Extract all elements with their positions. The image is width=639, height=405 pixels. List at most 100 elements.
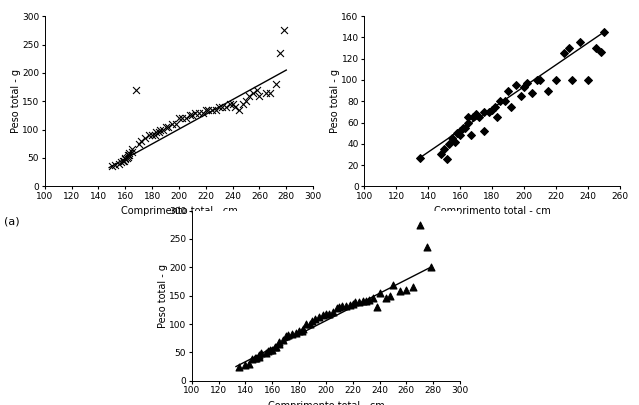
X-axis label: Comprimento total - cm: Comprimento total - cm <box>434 207 550 216</box>
Point <box>287 331 297 337</box>
Point <box>261 90 272 96</box>
Point <box>388 282 398 289</box>
Point <box>372 304 382 310</box>
Point <box>551 77 561 83</box>
Point <box>273 339 284 345</box>
Point <box>439 146 449 152</box>
Point <box>227 101 238 107</box>
Point <box>500 98 510 104</box>
Point <box>109 162 119 168</box>
Point <box>381 295 391 302</box>
Point <box>459 125 470 131</box>
Point <box>230 104 240 110</box>
Point <box>535 77 545 83</box>
Point <box>301 321 311 327</box>
Point <box>564 45 574 51</box>
Point <box>273 341 284 347</box>
Text: (a): (a) <box>4 217 20 227</box>
Point <box>261 350 271 357</box>
Point <box>150 132 160 139</box>
Point <box>487 107 497 113</box>
Point <box>248 90 258 96</box>
Point <box>252 87 262 93</box>
Point <box>198 109 208 116</box>
Point <box>294 328 304 334</box>
Point <box>450 139 460 145</box>
Point <box>590 45 601 51</box>
Point <box>408 284 418 290</box>
Point <box>328 308 338 315</box>
Point <box>341 303 351 309</box>
Point <box>516 93 526 99</box>
Point <box>151 129 161 136</box>
Point <box>443 141 454 147</box>
Point <box>358 298 369 305</box>
Point <box>155 126 166 133</box>
Point <box>447 135 458 142</box>
Point <box>251 355 261 361</box>
Point <box>583 77 593 83</box>
Point <box>543 87 553 94</box>
Point <box>298 325 308 332</box>
Point <box>567 77 577 83</box>
Point <box>310 316 320 323</box>
Point <box>458 125 468 131</box>
Point <box>254 92 265 99</box>
Point <box>270 81 281 87</box>
Point <box>415 222 425 228</box>
Point <box>415 154 426 161</box>
Point <box>395 288 405 294</box>
Point <box>221 104 231 110</box>
Point <box>334 304 344 310</box>
Point <box>558 50 569 57</box>
Point <box>234 363 244 370</box>
Point <box>214 104 224 110</box>
Point <box>368 295 378 302</box>
Point <box>235 107 245 113</box>
Point <box>321 311 331 317</box>
Point <box>484 109 494 115</box>
Point <box>247 356 257 362</box>
Point <box>490 103 500 110</box>
Point <box>596 49 606 55</box>
Point <box>194 109 204 116</box>
Point <box>154 129 164 136</box>
Point <box>119 158 129 164</box>
Point <box>466 132 476 139</box>
Point <box>250 355 260 361</box>
Point <box>116 159 127 166</box>
Point <box>426 264 436 271</box>
Point <box>463 114 473 120</box>
Point <box>532 77 542 83</box>
Point <box>176 115 187 122</box>
Point <box>107 163 117 170</box>
X-axis label: Comprimento total - cm: Comprimento total - cm <box>268 401 384 405</box>
Point <box>337 303 347 309</box>
Point <box>136 138 146 144</box>
Point <box>468 114 478 120</box>
Point <box>291 329 302 336</box>
Point <box>479 128 489 134</box>
Point <box>265 346 275 353</box>
Point <box>455 128 465 134</box>
Point <box>240 362 250 369</box>
Point <box>254 354 264 360</box>
Point <box>208 107 218 113</box>
Text: (b): (b) <box>326 217 342 227</box>
Point <box>318 312 328 319</box>
Point <box>212 107 222 113</box>
Point <box>522 80 532 86</box>
Point <box>124 152 134 158</box>
Point <box>120 156 130 162</box>
Point <box>361 298 371 305</box>
Y-axis label: Peso total - g: Peso total - g <box>157 264 167 328</box>
Point <box>127 149 137 156</box>
Point <box>167 121 178 127</box>
Point <box>124 150 134 157</box>
Point <box>314 314 324 320</box>
Point <box>160 124 171 130</box>
Point <box>244 360 254 367</box>
Point <box>511 82 521 89</box>
Point <box>345 302 355 309</box>
Point <box>267 346 277 353</box>
